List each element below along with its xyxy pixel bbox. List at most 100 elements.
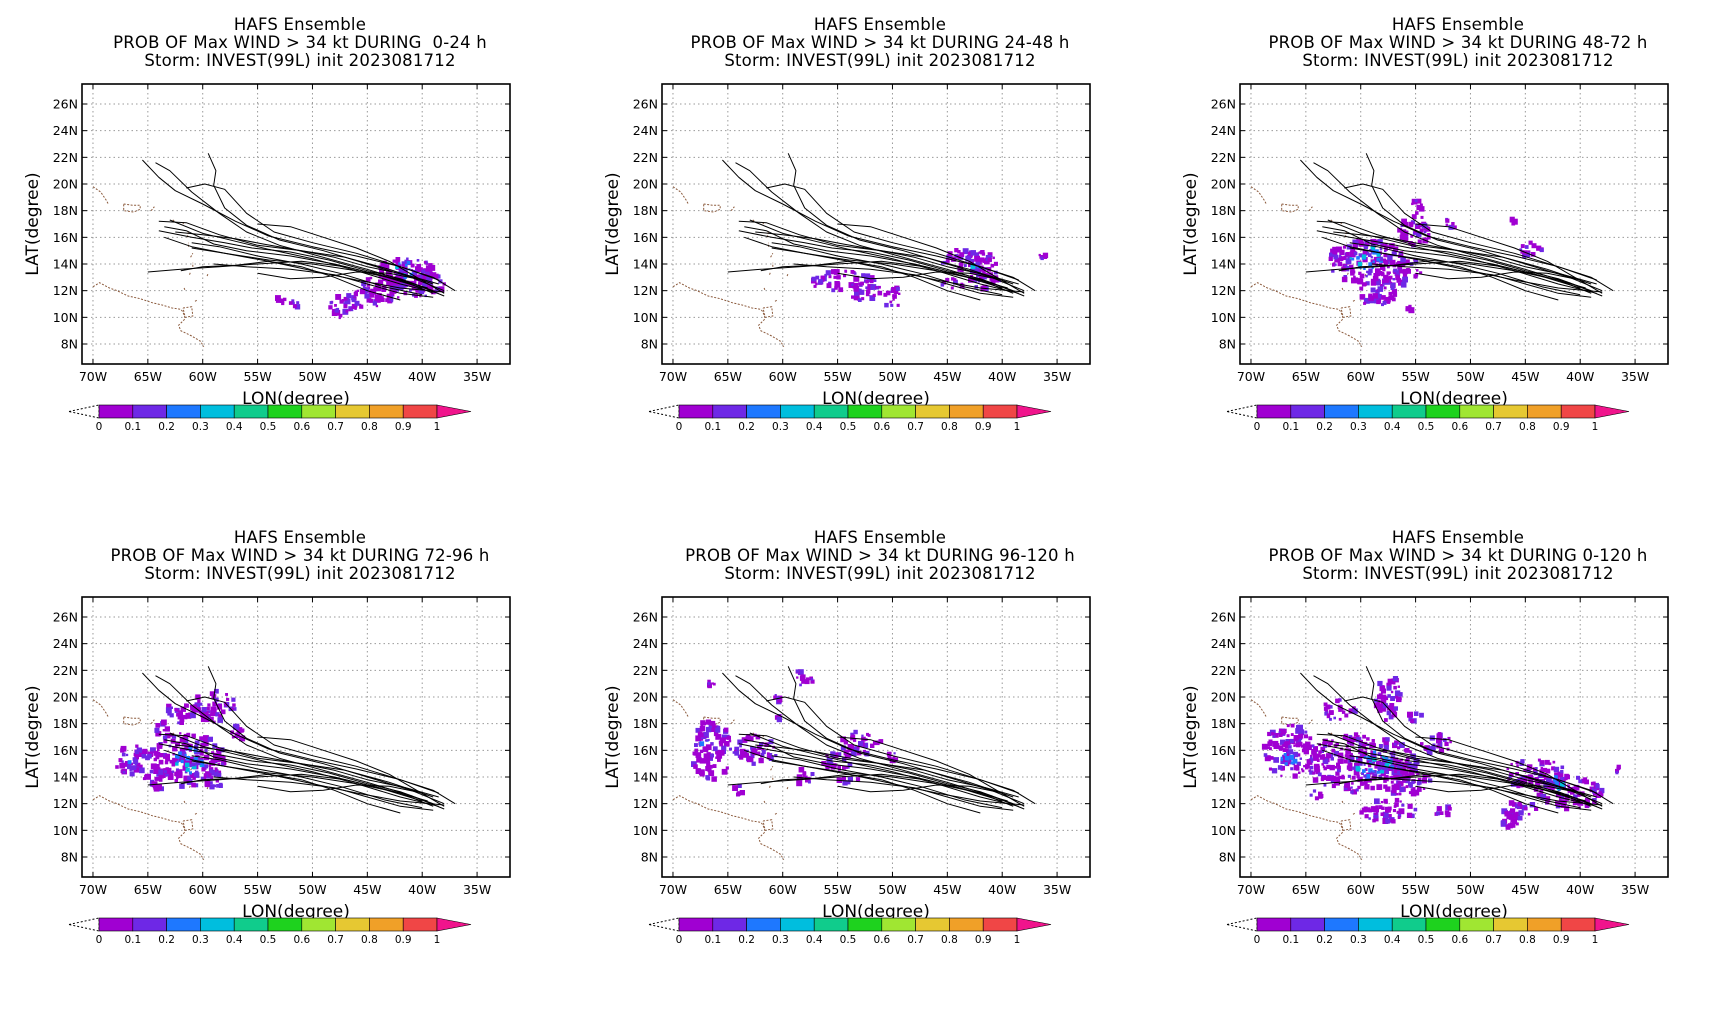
probability-cell	[142, 754, 147, 759]
probability-cell	[1415, 199, 1418, 202]
colorbar-label: 0.2	[738, 421, 755, 433]
y-tick-label: 24N	[633, 123, 658, 138]
y-tick-label: 20N	[633, 177, 658, 192]
probability-cell	[157, 749, 160, 752]
colorbar-label: 0.7	[327, 934, 344, 946]
probability-cell	[1525, 245, 1529, 249]
probability-cell	[745, 753, 749, 757]
probability-cell	[1501, 820, 1506, 825]
colorbar-label: 0.7	[327, 421, 344, 433]
probability-cell	[858, 741, 863, 746]
probability-cell	[964, 264, 967, 267]
probability-map: 70W 65W 60W 55W 50W 45W 40W 35W8N10N12N14N16N18…	[1178, 10, 1731, 480]
probability-cell	[209, 764, 212, 767]
probability-cell-high	[407, 261, 411, 265]
probability-cell	[1264, 753, 1268, 757]
probability-cell	[177, 721, 180, 724]
colorbar-segment	[1527, 918, 1561, 931]
probability-cell	[135, 745, 138, 748]
probability-cell	[959, 263, 963, 267]
colorbar-segment	[1561, 405, 1595, 418]
probability-cell	[1294, 735, 1299, 740]
probability-cell	[1376, 300, 1380, 304]
probability-cell	[1318, 792, 1322, 796]
probability-cell	[1375, 808, 1379, 812]
y-tick-label: 26N	[633, 610, 658, 625]
probability-cell	[1347, 765, 1351, 769]
probability-cell	[1262, 744, 1268, 750]
x-tick-label: 45W	[353, 882, 381, 897]
colorbar-segment	[1561, 918, 1595, 931]
probability-cell-high	[192, 762, 196, 766]
probability-cell	[185, 704, 189, 708]
probability-cell	[231, 698, 235, 702]
probability-cell	[1334, 264, 1336, 266]
colorbar-segment	[234, 405, 268, 418]
probability-cell	[1039, 254, 1041, 256]
probability-cell	[123, 771, 126, 774]
probability-cell-high	[128, 760, 132, 764]
x-tick-label: 50W	[298, 882, 326, 897]
probability-cell	[1419, 713, 1424, 718]
probability-cell	[1553, 761, 1556, 764]
probability-cell	[1393, 809, 1396, 812]
y-tick-label: 22N	[53, 663, 78, 678]
probability-cell	[1290, 739, 1294, 743]
probability-cell	[1291, 733, 1294, 736]
colorbar-label: 0.9	[1553, 934, 1570, 946]
x-tick-label: 55W	[243, 882, 271, 897]
probability-cell	[330, 301, 333, 304]
probability-cell	[732, 785, 738, 791]
probability-cell	[696, 757, 702, 763]
colorbar-label: 0.9	[975, 421, 992, 433]
probability-cell	[355, 301, 360, 306]
colorbar-label: 0.7	[907, 421, 924, 433]
colorbar-label: 0.5	[1418, 421, 1435, 433]
x-tick-label: 65W	[714, 369, 742, 384]
probability-cell	[1323, 766, 1326, 769]
probability-cell	[1391, 819, 1395, 823]
probability-cell	[172, 771, 174, 773]
colorbar-segment	[1426, 405, 1460, 418]
y-tick-label: 26N	[53, 97, 78, 112]
probability-cell	[894, 752, 896, 754]
probability-cell	[1378, 286, 1384, 292]
probability-cell	[1380, 686, 1386, 692]
colorbar-segment	[1291, 918, 1325, 931]
y-tick-label: 10N	[1211, 823, 1236, 838]
colorbar-label: 0.5	[260, 421, 277, 433]
colorbar-label: 1	[434, 421, 441, 433]
probability-cell	[1324, 776, 1328, 780]
probability-cell	[1517, 802, 1522, 807]
y-tick-label: 20N	[53, 690, 78, 705]
probability-cell	[369, 299, 373, 303]
probability-cell	[811, 678, 814, 681]
probability-cell	[1387, 255, 1392, 260]
map-panel-96-120h: HAFS Ensemble PROB OF Max WIND > 34 kt D…	[600, 523, 1160, 993]
probability-cell	[1269, 747, 1272, 750]
map-panel-48-72h: HAFS Ensemble PROB OF Max WIND > 34 kt D…	[1178, 10, 1731, 480]
probability-cell	[345, 310, 348, 313]
probability-cell	[339, 314, 343, 318]
probability-cell	[161, 720, 167, 726]
colorbar-label: 0.4	[1384, 934, 1401, 946]
probability-cell	[1414, 711, 1419, 716]
probability-cell	[1393, 278, 1395, 280]
probability-cell	[1387, 301, 1390, 304]
probability-cell-high	[708, 739, 710, 741]
probability-cell	[1348, 787, 1352, 791]
probability-cell-high	[398, 262, 400, 264]
probability-cell	[204, 764, 208, 768]
probability-cell	[1306, 745, 1312, 751]
probability-cell-high	[185, 763, 190, 768]
probability-cell	[1595, 784, 1599, 788]
probability-cell	[1554, 767, 1559, 772]
probability-cell	[815, 283, 818, 286]
probability-cell	[1321, 763, 1324, 766]
probability-cell	[1376, 784, 1382, 790]
x-tick-label: 35W	[1621, 882, 1649, 897]
probability-cell	[1302, 770, 1305, 773]
y-axis-label: LAT(degree)	[603, 172, 623, 275]
y-tick-label: 8N	[61, 850, 78, 865]
y-tick-label: 18N	[633, 716, 658, 731]
